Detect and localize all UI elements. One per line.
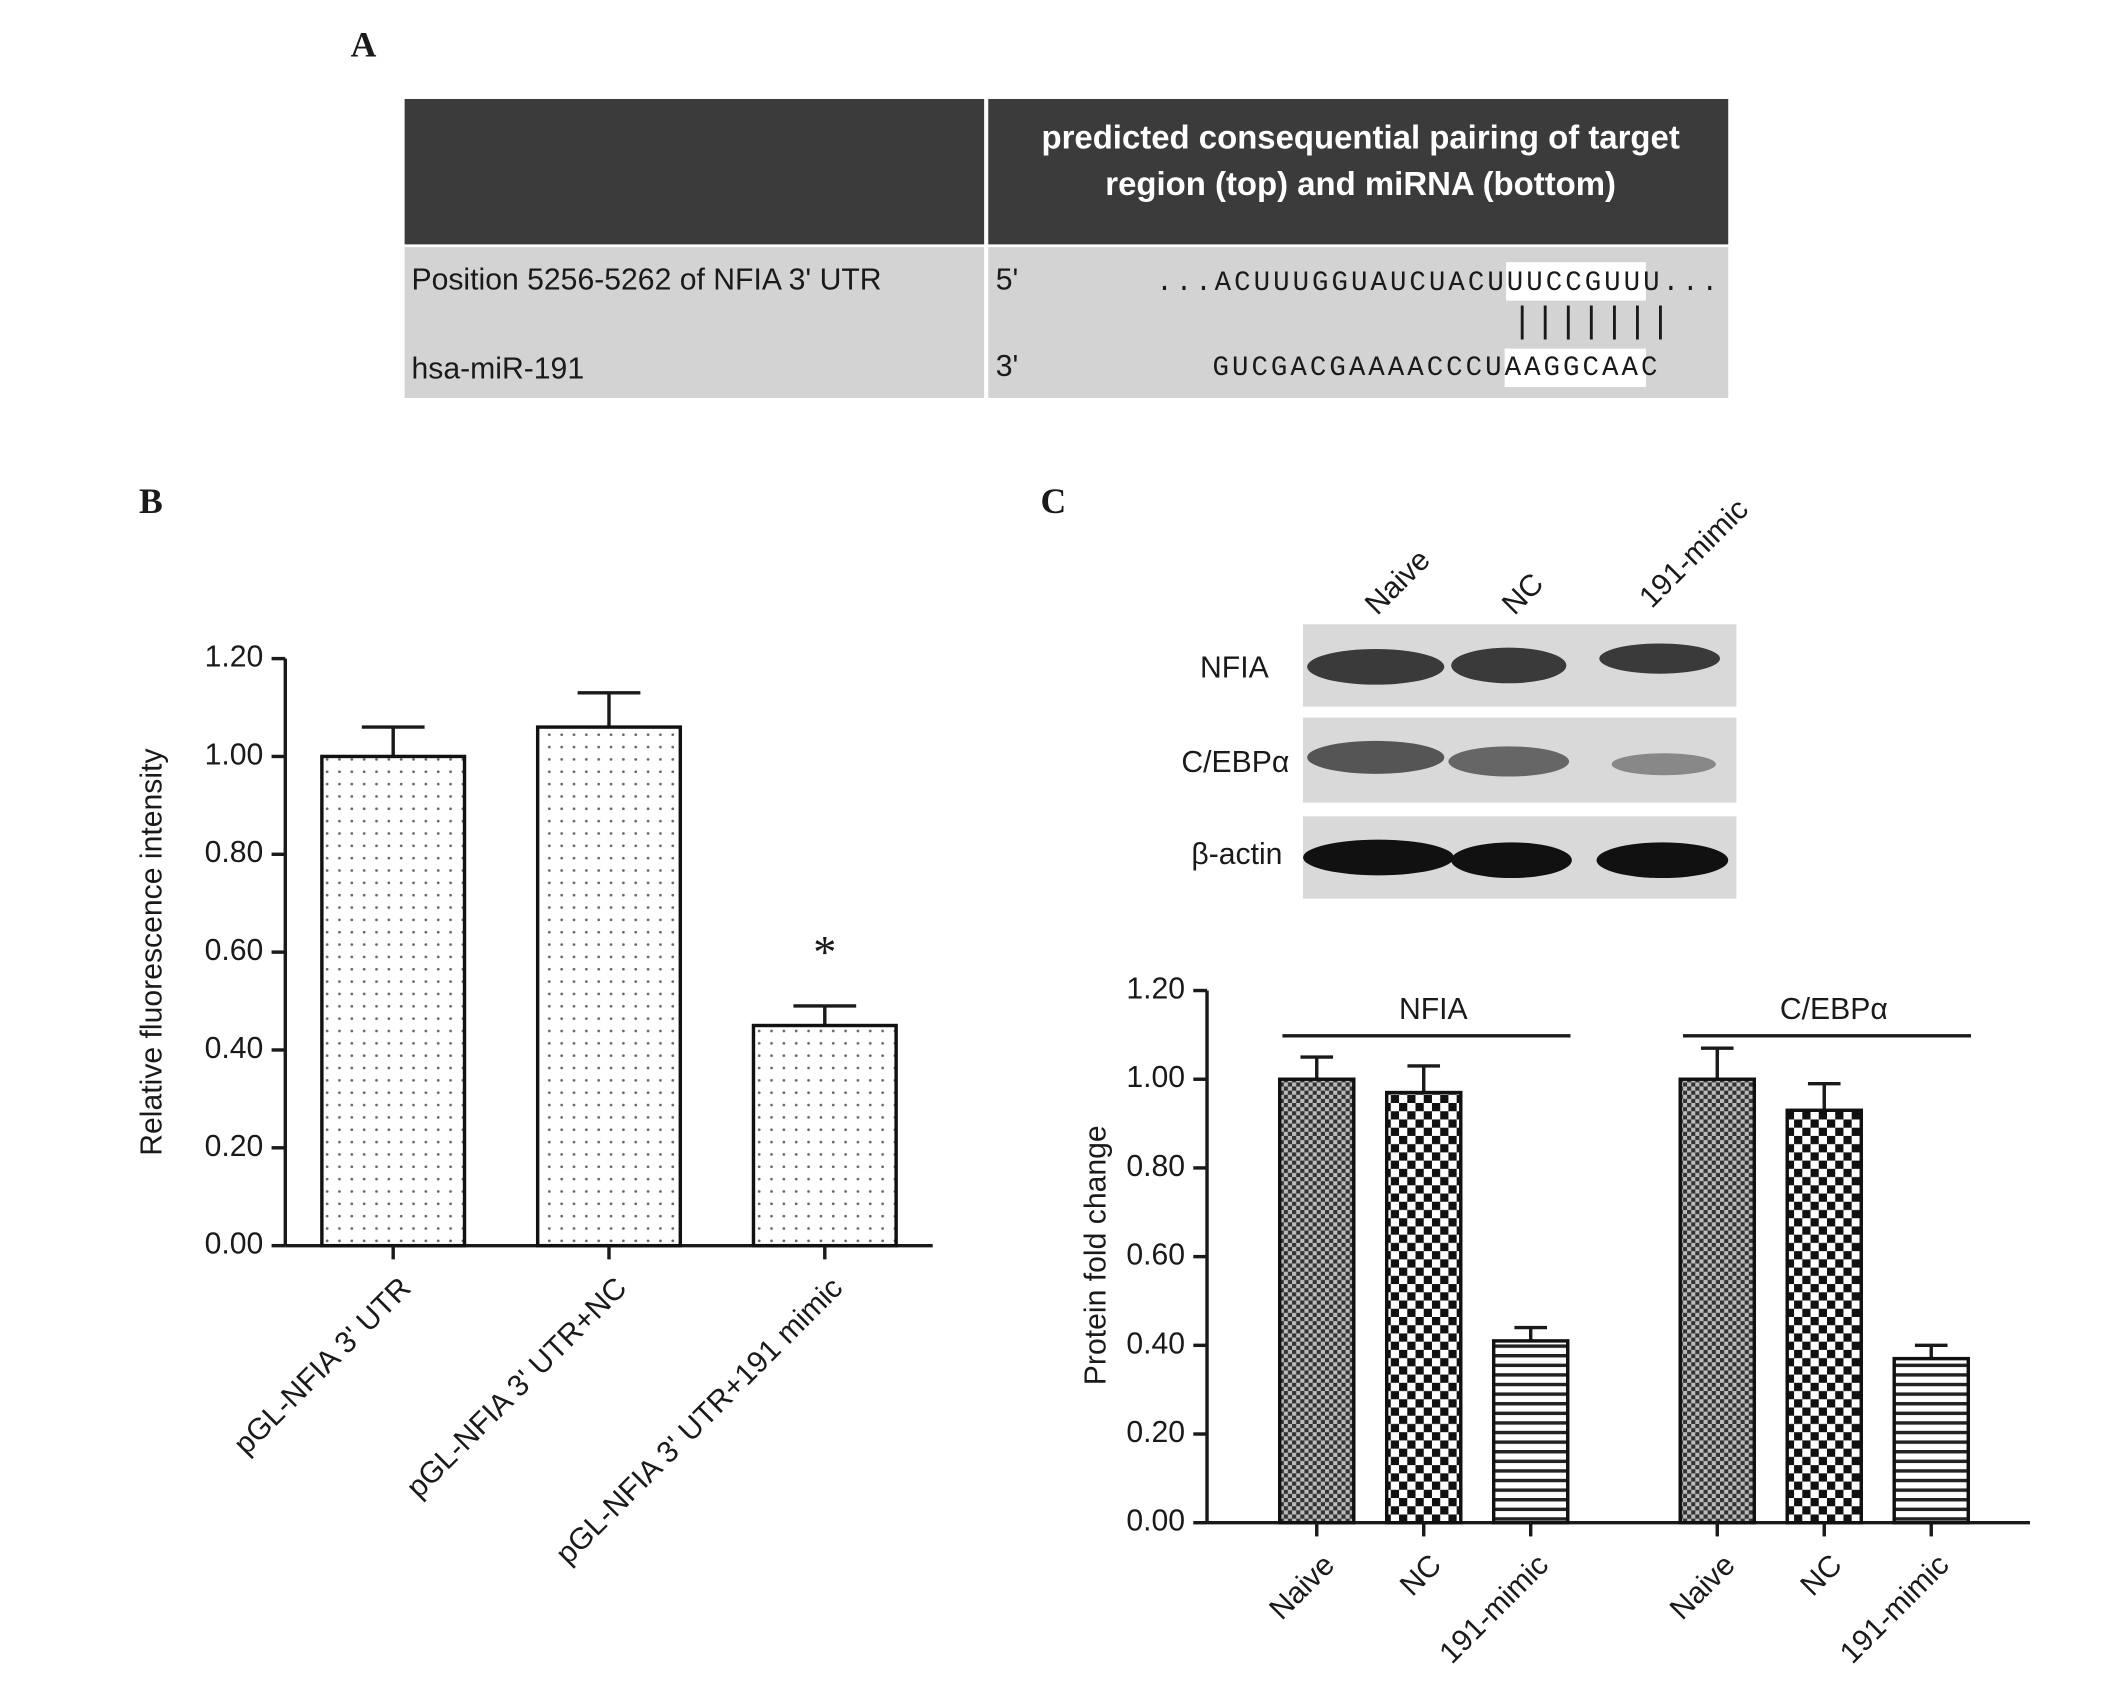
x-tick-label: NC xyxy=(1394,1548,1448,1602)
sequence: ...ACUUUGGUAUCUACUUUCCGUUU... xyxy=(1156,268,1721,299)
sequence-part: UUCCGUU xyxy=(1507,268,1643,299)
y-tick-label: 0.60 xyxy=(1126,1239,1185,1272)
sequence-part: C xyxy=(1641,353,1660,384)
bar xyxy=(535,725,683,1248)
bar xyxy=(1491,1339,1570,1525)
panel-label: A xyxy=(351,24,377,64)
band xyxy=(1307,649,1445,685)
bar xyxy=(1892,1356,1970,1525)
blot-row-label: β-actin xyxy=(1191,838,1282,871)
y-tick-label: 0.80 xyxy=(205,836,264,869)
band xyxy=(1303,839,1454,876)
band xyxy=(1611,753,1716,776)
band xyxy=(1448,746,1570,777)
y-tick-label: 1.20 xyxy=(205,641,264,674)
x-tick-label: 191-mimic xyxy=(1433,1548,1555,1670)
significance: * xyxy=(813,926,836,978)
header-cell: predicted consequential pairing of targe… xyxy=(1041,119,1680,204)
band xyxy=(1599,643,1721,674)
sequence-part: AAGGCAA xyxy=(1505,353,1641,384)
y-tick-label: 0.20 xyxy=(205,1130,264,1163)
x-tick-label: Naive xyxy=(1263,1548,1341,1626)
panel-label: B xyxy=(139,481,163,521)
x-tick-label: NC xyxy=(1794,1548,1848,1602)
table-header xyxy=(404,98,1729,245)
y-tick-label: 0.40 xyxy=(205,1032,264,1065)
sequence: GUCGACGAAAACCCUAAGGCAAC xyxy=(1213,353,1661,384)
bar xyxy=(1278,1077,1356,1525)
band xyxy=(1451,647,1567,684)
pairing: ||||||| xyxy=(1512,302,1673,343)
lane-label: 191-mimic xyxy=(1633,493,1755,615)
bar xyxy=(1785,1108,1863,1525)
y-tick-label: 0.00 xyxy=(1126,1505,1185,1538)
y-tick-label: 0.40 xyxy=(1126,1327,1185,1360)
row-label: Position 5256-5262 of NFIA 3' UTR xyxy=(411,263,881,296)
y-tick-label: 0.20 xyxy=(1126,1416,1185,1449)
x-tick-label: pGL-NFIA 3' UTR+NC xyxy=(400,1271,633,1504)
x-tick-label: pGL-NFIA 3' UTR xyxy=(228,1271,418,1461)
bar xyxy=(320,754,467,1248)
seed-highlight xyxy=(1504,348,1646,388)
y-tick-label: 0.60 xyxy=(205,934,264,967)
seed-highlight xyxy=(1506,262,1646,301)
band xyxy=(1307,740,1445,774)
y-tick-label: 1.00 xyxy=(1126,1061,1185,1094)
bar xyxy=(1678,1077,1757,1525)
bar xyxy=(751,1023,898,1248)
group-label: NFIA xyxy=(1399,993,1469,1026)
x-tick-label: 191-mimic xyxy=(1834,1548,1956,1670)
y-axis-label: Relative fluorescence intensity xyxy=(136,748,169,1156)
x-tick-label: Naive xyxy=(1664,1548,1742,1626)
band xyxy=(1596,842,1729,879)
sequence-part: U... xyxy=(1643,268,1721,299)
strand-end: 3' xyxy=(996,350,1019,383)
y-tick-label: 1.00 xyxy=(205,738,264,771)
blot-row-label: NFIA xyxy=(1200,652,1270,685)
lane-label: NC xyxy=(1496,567,1550,621)
bar xyxy=(1384,1090,1463,1525)
lane-label: Naive xyxy=(1359,543,1437,621)
y-tick-label: 0.80 xyxy=(1126,1150,1185,1183)
y-axis-label: Protein fold change xyxy=(1079,1125,1112,1385)
y-tick-label: 1.20 xyxy=(1126,973,1185,1006)
band xyxy=(1451,842,1572,879)
western-blot: Naive NC 191-mimic NFIA C/EBPα β-actin xyxy=(1181,493,1755,899)
blot-row-label: C/EBPα xyxy=(1181,746,1289,779)
header-text: predicted consequential pairing of targe… xyxy=(1041,119,1680,204)
panel-label: C xyxy=(1041,481,1067,521)
row-label: hsa-miR-191 xyxy=(411,353,584,386)
sequence-part: GUCGACGAAAACCCU xyxy=(1213,353,1505,384)
strand-end: 5' xyxy=(996,263,1019,296)
sequence-part: ...ACUUUGGUAUCUACU xyxy=(1156,268,1507,299)
group-label: C/EBPα xyxy=(1780,993,1888,1026)
y-tick-label: 0.00 xyxy=(205,1228,264,1261)
